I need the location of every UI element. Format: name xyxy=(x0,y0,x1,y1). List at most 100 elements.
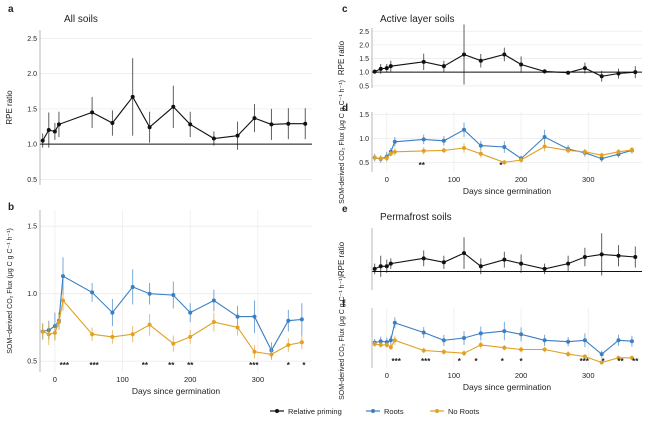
series-line xyxy=(42,95,306,141)
data-point xyxy=(616,253,621,258)
data-point xyxy=(421,256,426,261)
panel-label: c xyxy=(342,4,348,15)
y-tick-label: 1.0 xyxy=(27,291,37,298)
panel-title: Permafrost soils xyxy=(380,212,452,223)
data-point xyxy=(566,148,571,153)
data-point xyxy=(519,62,524,67)
data-point xyxy=(388,64,393,69)
y-tick-label: 1.0 xyxy=(359,136,369,143)
data-point xyxy=(542,347,547,352)
y-tick-label: 1.5 xyxy=(27,224,37,231)
data-point xyxy=(110,334,115,339)
data-point xyxy=(478,151,483,156)
data-point xyxy=(235,325,240,330)
data-point xyxy=(582,354,587,359)
data-point xyxy=(110,121,115,125)
legend: Relative priming Roots No Roots xyxy=(270,407,480,416)
significance-marker: * xyxy=(475,357,479,366)
significance-marker: * xyxy=(501,357,505,366)
series-rp xyxy=(372,24,638,85)
series-noroots xyxy=(372,335,634,365)
data-point xyxy=(633,255,638,260)
data-point xyxy=(462,251,467,256)
significance-marker: *** xyxy=(392,357,402,366)
data-point xyxy=(519,158,524,162)
x-axis-label: Days since germination xyxy=(132,386,221,396)
data-point xyxy=(542,338,547,343)
data-point xyxy=(56,122,61,127)
data-point xyxy=(56,320,61,325)
data-point xyxy=(542,134,547,139)
data-point xyxy=(378,156,383,161)
data-point xyxy=(269,122,274,127)
data-point xyxy=(629,355,634,360)
data-point xyxy=(388,338,393,343)
data-point xyxy=(299,317,304,322)
x-tick-label: 200 xyxy=(515,175,528,184)
data-point xyxy=(188,310,193,315)
data-point xyxy=(392,320,397,325)
series-rp xyxy=(40,58,308,150)
data-point xyxy=(421,348,426,353)
data-point xyxy=(502,160,507,165)
data-point xyxy=(252,116,257,121)
x-tick-label: 300 xyxy=(582,371,595,380)
legend-swatch-dot xyxy=(371,409,375,413)
data-point xyxy=(388,151,393,156)
data-point xyxy=(269,352,274,357)
data-point xyxy=(462,351,467,356)
data-point xyxy=(130,284,135,289)
x-tick-label: 100 xyxy=(116,375,129,384)
data-point xyxy=(372,266,377,271)
legend-swatch-dot xyxy=(435,409,439,413)
data-point xyxy=(616,71,621,76)
y-tick-label: 0.5 xyxy=(359,160,369,167)
y-axis-label: SOM−derived CO₂ Flux (μg C g C⁻¹ h⁻¹) xyxy=(7,228,14,354)
data-point xyxy=(90,110,95,115)
data-point xyxy=(235,314,240,319)
data-point xyxy=(599,352,604,357)
y-axis-label: SOM-derived CO₂ Flux (μg C g C⁻¹ h⁻¹) xyxy=(339,80,346,204)
x-tick-label: 200 xyxy=(515,371,528,380)
series-line xyxy=(42,299,303,355)
data-point xyxy=(582,255,587,260)
data-point xyxy=(462,146,467,150)
significance-marker: *** xyxy=(421,357,431,366)
y-tick-label: 0.5 xyxy=(27,359,37,366)
series-noroots xyxy=(372,141,634,165)
significance-marker: ** xyxy=(419,161,426,170)
series-line xyxy=(374,252,636,270)
data-point xyxy=(616,338,621,343)
significance-marker: ** xyxy=(632,357,639,366)
x-axis-label: Days since germination xyxy=(463,382,552,392)
series-rp xyxy=(372,233,638,277)
series-line xyxy=(374,322,632,355)
y-tick-label: 1.5 xyxy=(27,106,37,113)
significance-marker: *** xyxy=(60,361,70,370)
significance-marker: *** xyxy=(580,357,590,366)
data-point xyxy=(90,290,95,295)
data-point xyxy=(599,156,604,161)
significance-marker: ** xyxy=(168,361,175,370)
panel-title: All soils xyxy=(64,14,98,25)
legend-swatch-dot xyxy=(275,409,279,413)
data-point xyxy=(478,342,483,347)
series-roots xyxy=(372,122,634,163)
panel-a: 0.5 1.0 1.5 2.0 2.5 a All soils RPE ratio xyxy=(5,4,312,185)
x-tick-label: 0 xyxy=(53,375,57,384)
y-tick-label: 1.0 xyxy=(27,142,37,149)
data-point xyxy=(147,125,152,130)
data-point xyxy=(616,355,621,360)
data-point xyxy=(384,264,389,269)
data-point xyxy=(211,320,216,325)
data-point xyxy=(52,129,57,134)
y-axis-label: RPE ratio xyxy=(5,90,14,125)
y-axis-label: SOM-derived CO₂ Flux (μg C g C⁻¹ h⁻¹) xyxy=(339,276,346,400)
series-noroots xyxy=(40,289,304,360)
significance-marker: * xyxy=(302,361,306,370)
y-tick-label: 0.5 xyxy=(27,177,37,184)
data-point xyxy=(211,298,216,303)
data-point xyxy=(478,143,483,148)
